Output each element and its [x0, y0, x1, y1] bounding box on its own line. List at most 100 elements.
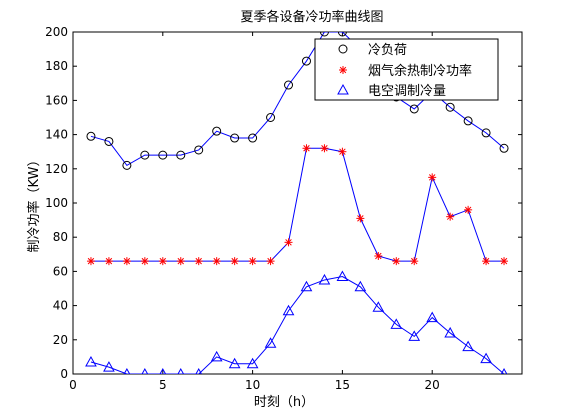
data-point-series-3: [177, 367, 185, 374]
series-markers: [85, 32, 509, 374]
legend-marker-series-2: [339, 66, 347, 74]
legend-marker-series-1: [338, 44, 348, 54]
data-point-series-2: [482, 257, 491, 266]
data-point-series-2: [464, 205, 473, 214]
data-point-series-2: [248, 257, 257, 266]
data-point-series-2: [86, 257, 95, 266]
data-point-series-3: [103, 361, 115, 372]
legend: 冷负荷 烟气余热制冷功率 电空调制冷量: [314, 38, 499, 101]
data-point-series-3: [246, 357, 259, 369]
data-point-series-3: [85, 356, 97, 367]
data-point-series-1: [86, 131, 96, 141]
data-point-series-1: [284, 80, 294, 90]
data-point-series-1: [122, 160, 132, 170]
y-tick-label: 20: [53, 333, 68, 347]
data-point-series-2: [230, 257, 239, 266]
data-point-series-3: [444, 326, 457, 338]
data-point-series-3: [264, 337, 277, 348]
data-point-series-2: [392, 257, 401, 266]
y-tick-label: 60: [53, 264, 68, 278]
data-point-series-1: [176, 150, 186, 160]
data-point-series-2: [122, 257, 131, 266]
x-axis-label: 时刻（h）: [254, 395, 314, 410]
data-point-series-2: [266, 257, 275, 266]
data-point-series-2: [104, 257, 113, 266]
x-tick-label: 0: [69, 378, 77, 392]
x-ticks: 0 5 10 15 20: [69, 32, 440, 392]
y-tick-label: 100: [45, 196, 68, 210]
data-point-series-1: [212, 126, 222, 136]
data-point-series-2: [158, 257, 167, 266]
data-point-series-1: [301, 56, 311, 66]
y-tick-label: 200: [45, 25, 68, 39]
data-point-series-1: [337, 32, 347, 37]
x-tick-label: 20: [425, 378, 440, 392]
data-point-series-3: [500, 367, 508, 374]
data-point-series-1: [481, 128, 491, 138]
y-axis-label: 制冷功率（KW）: [26, 154, 42, 253]
y-tick-label: 80: [53, 230, 68, 244]
data-point-series-2: [428, 173, 437, 182]
legend-label-series-2: 烟气余热制冷功率: [368, 63, 472, 79]
data-point-series-1: [248, 133, 258, 143]
data-point-series-1: [194, 145, 204, 155]
data-point-series-1: [445, 102, 455, 112]
data-point-series-3: [141, 367, 149, 374]
data-point-series-1: [104, 136, 114, 146]
x-tick-label: 15: [335, 378, 350, 392]
data-point-series-2: [140, 257, 149, 266]
data-point-series-2: [320, 144, 329, 153]
data-point-series-2: [212, 257, 221, 266]
data-point-series-3: [336, 270, 349, 282]
data-point-series-2: [284, 238, 293, 247]
data-point-series-3: [480, 352, 492, 364]
series-line-3: [90, 276, 505, 374]
data-point-series-1: [158, 150, 168, 160]
legend-label-series-3: 电空调制冷量: [368, 84, 446, 99]
y-tick-label: 0: [60, 367, 68, 381]
y-ticks: 0 20 40 60 80 100 120 140 160 180 200: [45, 25, 522, 381]
data-point-series-3: [210, 350, 223, 362]
data-point-series-3: [195, 367, 203, 374]
data-point-series-2: [374, 252, 383, 261]
data-point-series-3: [408, 330, 421, 341]
x-tick-label: 10: [245, 378, 260, 392]
data-point-series-2: [302, 144, 311, 153]
data-point-series-2: [338, 147, 347, 156]
data-point-series-1: [266, 113, 276, 122]
legend-marker-series-3: [337, 83, 349, 95]
plot-layer: 0 5 10 15 20 0 20 40 60 80 100 120 140 160 180 200: [45, 25, 523, 392]
series-line-2: [90, 147, 505, 262]
data-point-series-2: [500, 257, 509, 266]
legend-label-series-1: 冷负荷: [368, 43, 407, 58]
data-point-series-3: [228, 357, 241, 369]
data-point-series-1: [409, 104, 419, 114]
chart-title: 夏季各设备冷功率曲线图: [240, 9, 383, 25]
data-point-series-3: [462, 340, 474, 352]
data-point-series-3: [282, 304, 295, 316]
data-point-series-3: [426, 311, 439, 323]
data-point-series-1: [463, 116, 473, 126]
data-point-series-3: [318, 273, 331, 285]
x-tick-label: 5: [159, 378, 167, 392]
data-point-series-1: [140, 150, 150, 160]
data-point-series-3: [390, 318, 403, 329]
y-tick-label: 160: [45, 93, 68, 107]
data-point-series-3: [372, 301, 385, 312]
data-point-series-1: [230, 133, 240, 143]
data-point-series-2: [356, 214, 365, 223]
y-tick-label: 140: [45, 128, 68, 142]
data-point-series-1: [319, 32, 329, 37]
legend-markers: [337, 44, 349, 95]
data-point-series-2: [446, 212, 455, 221]
y-tick-label: 180: [45, 59, 68, 73]
y-tick-label: 40: [53, 299, 68, 313]
data-point-series-3: [354, 280, 367, 292]
data-point-series-1: [499, 143, 509, 153]
data-point-series-3: [159, 367, 167, 374]
y-tick-label: 120: [45, 162, 68, 176]
data-point-series-2: [410, 257, 419, 266]
data-point-series-3: [123, 367, 131, 374]
data-point-series-2: [194, 257, 203, 266]
